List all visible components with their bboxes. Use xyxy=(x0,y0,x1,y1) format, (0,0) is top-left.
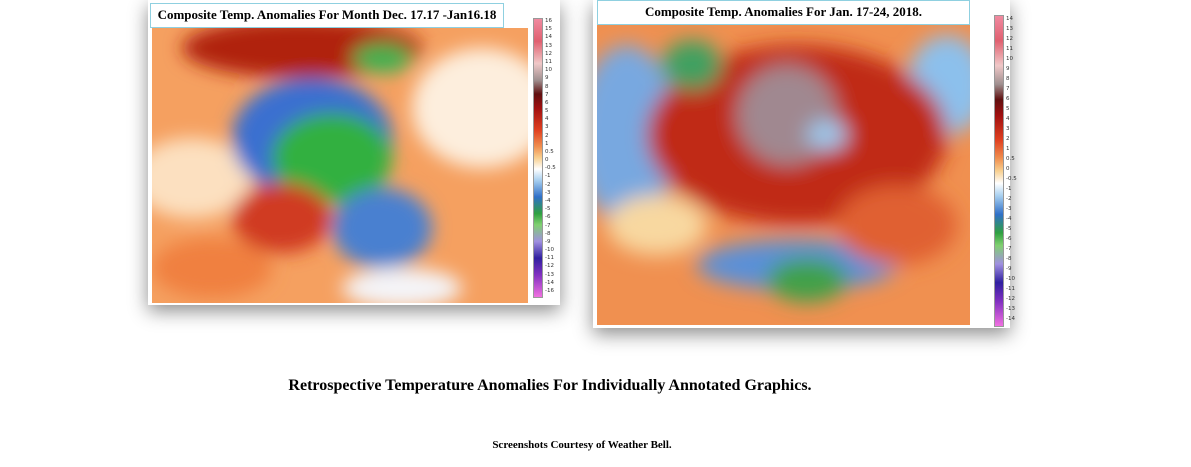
colorbar-label: 6 xyxy=(545,99,549,106)
colorbar-label: -11 xyxy=(545,255,554,262)
colorbar-label: 5 xyxy=(545,108,549,115)
colorbar-label: -1 xyxy=(545,173,551,180)
colorbar-label: -9 xyxy=(545,238,551,245)
colorbar-label: -10 xyxy=(545,247,554,254)
colorbar-label: -11 xyxy=(1006,286,1015,292)
colorbar-label: -8 xyxy=(1006,256,1012,262)
panel-title: Composite Temp. Anomalies For Jan. 17-24… xyxy=(597,0,970,25)
colorbar-label: 0 xyxy=(1006,166,1010,172)
colorbar-label: -5 xyxy=(1006,226,1012,232)
panel: Composite Temp. Anomalies For Jan. 17-24… xyxy=(593,0,1017,328)
map xyxy=(597,25,970,325)
colorbar-label: 0.5 xyxy=(545,148,554,155)
colorbar-label: -16 xyxy=(545,287,554,294)
colorbar-label: -13 xyxy=(1006,306,1015,312)
credit: Screenshots Courtesy of Weather Bell. xyxy=(492,439,672,451)
colorbar-label: -2 xyxy=(1006,196,1012,202)
colorbar-label: 3 xyxy=(1006,126,1010,132)
colorbar-label: -7 xyxy=(1006,246,1012,252)
colorbar-label: 9 xyxy=(1006,66,1010,72)
colorbar-label: -12 xyxy=(1006,296,1015,302)
colorbar-label: 2 xyxy=(545,132,549,139)
colorbar-label: 15 xyxy=(545,26,552,33)
colorbar-label: -9 xyxy=(1006,266,1012,272)
colorbar-label: -6 xyxy=(545,214,551,221)
colorbar-label: 13 xyxy=(545,42,552,49)
colorbar-label: -1 xyxy=(1006,186,1012,192)
colorbar-label: 0.5 xyxy=(1006,156,1015,162)
colorbar-label: -3 xyxy=(545,189,551,196)
colorbar-label: -4 xyxy=(545,197,551,204)
colorbar-label: -0.5 xyxy=(1006,176,1017,182)
colorbar-label: -14 xyxy=(1006,316,1015,322)
colorbar-label: 12 xyxy=(545,50,552,57)
colorbar-label: 7 xyxy=(545,91,549,98)
colorbar-label: 14 xyxy=(1006,16,1013,22)
colorbar-label: 0 xyxy=(545,157,549,164)
colorbar-label: 10 xyxy=(1006,56,1013,62)
colorbar-label: -2 xyxy=(545,181,551,188)
colorbar xyxy=(994,15,1004,327)
panel: Composite Temp. Anomalies For Month Dec.… xyxy=(148,0,560,305)
colorbar-label: -3 xyxy=(1006,206,1012,212)
colorbar-label: -6 xyxy=(1006,236,1012,242)
panel-title: Composite Temp. Anomalies For Month Dec.… xyxy=(150,3,504,28)
colorbar-label: 4 xyxy=(545,116,549,123)
colorbar-label: 7 xyxy=(1006,86,1010,92)
colorbar-label: -8 xyxy=(545,230,551,237)
colorbar-label: 1 xyxy=(1006,146,1010,152)
colorbar-label: 6 xyxy=(1006,96,1010,102)
colorbar-label: 4 xyxy=(1006,116,1010,122)
colorbar-label: 10 xyxy=(545,67,552,74)
colorbar-label: 5 xyxy=(1006,106,1010,112)
colorbar-label: 1 xyxy=(545,140,549,147)
colorbar-label: -14 xyxy=(545,279,554,286)
colorbar-label: -7 xyxy=(545,222,551,229)
colorbar xyxy=(533,18,543,298)
colorbar-label: 9 xyxy=(545,75,549,82)
colorbar-label: 8 xyxy=(1006,76,1010,82)
colorbar-label: 8 xyxy=(545,83,549,90)
caption: Retrospective Temperature Anomalies For … xyxy=(288,377,812,394)
colorbar-label: -10 xyxy=(1006,276,1015,282)
colorbar-label: -4 xyxy=(1006,216,1012,222)
colorbar-label: -13 xyxy=(545,271,554,278)
colorbar-label: -0.5 xyxy=(545,165,556,172)
map xyxy=(152,28,528,303)
colorbar-label: 12 xyxy=(1006,36,1013,42)
colorbar-label: 2 xyxy=(1006,136,1010,142)
colorbar-label: 11 xyxy=(1006,46,1013,52)
colorbar-label: -5 xyxy=(545,206,551,213)
colorbar-label: 13 xyxy=(1006,26,1013,32)
colorbar-label: 14 xyxy=(545,34,552,41)
colorbar-label: 16 xyxy=(545,18,552,25)
colorbar-label: -12 xyxy=(545,263,554,270)
colorbar-label: 11 xyxy=(545,58,552,65)
colorbar-label: 3 xyxy=(545,124,549,131)
